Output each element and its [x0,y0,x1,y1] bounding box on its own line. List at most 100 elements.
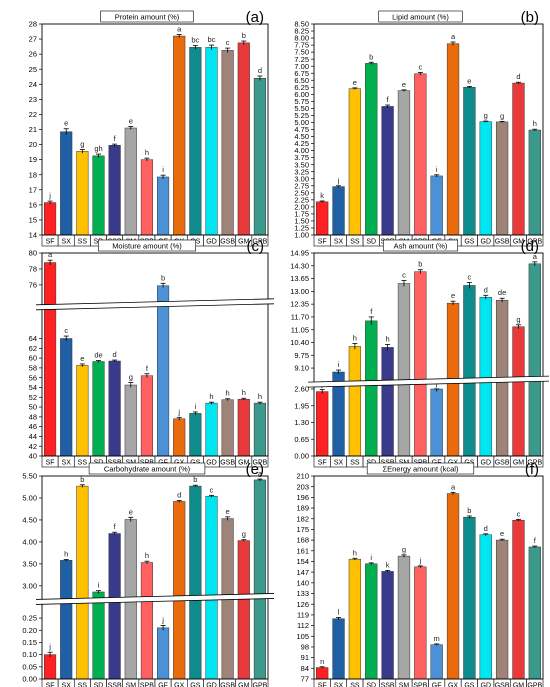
category-label: GPB [253,683,268,687]
y-tick-label: 0.05 [22,662,37,671]
chart-panel: jSFeSXgSSghSDfSSBeSMhSPBiGFaGXbcGSbcGDcG… [29,9,269,247]
plot-frame [41,23,269,236]
bar [124,127,137,236]
bar [76,365,89,457]
bar [332,618,345,680]
category-label: SD [94,683,104,687]
y-tick-label: 22 [29,110,37,119]
bar [479,121,492,236]
significance-letter: b [418,260,422,269]
bar [397,90,411,236]
y-tick-label: 133 [296,589,309,598]
y-tick-label: 40 [29,452,37,461]
significance-letter: g [484,111,488,120]
category-label: SF [46,683,55,687]
significance-letter: d [258,66,262,75]
axis-break-gap [36,593,274,605]
category-label: SS [78,460,88,467]
bar [108,533,121,680]
y-tick-label: 1.30 [294,418,309,427]
category-label: GM [238,683,249,687]
category-label: GSB [495,239,510,246]
y-tick-label: 140 [296,578,309,587]
significance-letter: l [338,607,340,616]
title-box [98,239,197,252]
category-label: SD [366,239,376,246]
y-tick-label: 154 [296,557,309,566]
significance-letter: h [353,333,357,342]
y-tick-label: 8.25 [294,27,309,36]
category-label: SF [318,460,327,467]
significance-letter: g [516,315,520,324]
bar [44,202,57,236]
significance-letter: c [226,38,230,47]
bar [495,121,509,236]
y-tick-label: 14.95 [290,249,309,258]
y-tick-label: 7.25 [294,55,309,64]
bar [528,263,541,457]
category-label: SS [78,683,88,687]
y-tick-label: 64 [29,334,37,343]
significance-letter: h [353,548,357,557]
y-tick-label: 126 [296,600,309,609]
bar [173,501,186,680]
significance-letter: e [402,80,406,89]
bar [528,129,541,236]
y-tick-label: 11.70 [291,313,309,322]
significance-letter: j [337,176,340,185]
category-label: GPB [527,460,542,467]
bar [365,63,378,236]
significance-letter: m [434,634,440,643]
category-label: SSB [108,683,122,687]
bar [414,271,427,457]
chart-panel: j SF h SX b SS i SD f SSB e SM h SPB j GF d GX b GS c GD e GSB g… [22,461,275,687]
y-tick-label: 0.00 [294,452,309,461]
bar [528,546,541,680]
bar [237,42,250,236]
significance-letter: a [48,250,53,259]
category-label: GS [190,683,200,687]
axis-break-line [35,298,275,306]
category-label: SS [350,460,360,467]
bar [205,402,218,457]
category-label: GD [206,460,217,467]
bar [189,413,202,457]
y-tick-label: 210 [296,472,309,481]
significance-letter: h [145,551,149,560]
chart-title: Ash amount (%) [394,242,448,251]
chart-panel: n SF l SX h SS i SD k SSB g SM j SPB m GF a GX b GS d GD e GSB c… [296,461,544,687]
significance-letter: k [386,560,390,569]
y-tick-label: 6.25 [294,83,309,92]
axis-break-line [307,380,550,388]
bar [205,495,218,680]
significance-letter: d [516,72,520,81]
plot-frame [41,475,269,680]
significance-letter: f [114,522,117,531]
significance-letter: e [353,78,357,87]
chart-panel: aSFcSXeSSdeSDdSSBgSMfSPBbGFjGXiGShGDhGSB… [29,238,275,468]
significance-letter: h [209,392,213,401]
significance-letter: g [80,140,84,149]
significance-letter: h [226,389,230,398]
significance-letter: f [114,134,117,143]
y-tick-label: 5.00 [22,494,37,503]
y-tick-label: 12.35 [290,300,309,309]
category-label: SS [78,239,88,246]
y-tick-label: 80 [29,249,37,258]
bar [60,560,73,680]
y-tick-label: 5.00 [294,118,309,127]
significance-letter: e [226,507,230,516]
chart-title: Carbohydrate amount (%) [104,465,191,474]
category-label: GSB [495,460,510,467]
significance-letter: c [210,485,214,494]
category-label: SF [318,239,327,246]
chart-panel: kSFjSXeSSbSDfSSBeSMcSPBiGFaGXeGSgGDgGSBd… [294,9,544,247]
y-tick-label: 9.75 [294,351,309,360]
y-tick-label: 0.00 [22,675,37,684]
bar [381,106,394,236]
bar [414,566,427,680]
bar [157,627,170,680]
y-tick-label: 16 [29,200,37,209]
bar [430,175,443,236]
category-label: SX [62,460,72,467]
